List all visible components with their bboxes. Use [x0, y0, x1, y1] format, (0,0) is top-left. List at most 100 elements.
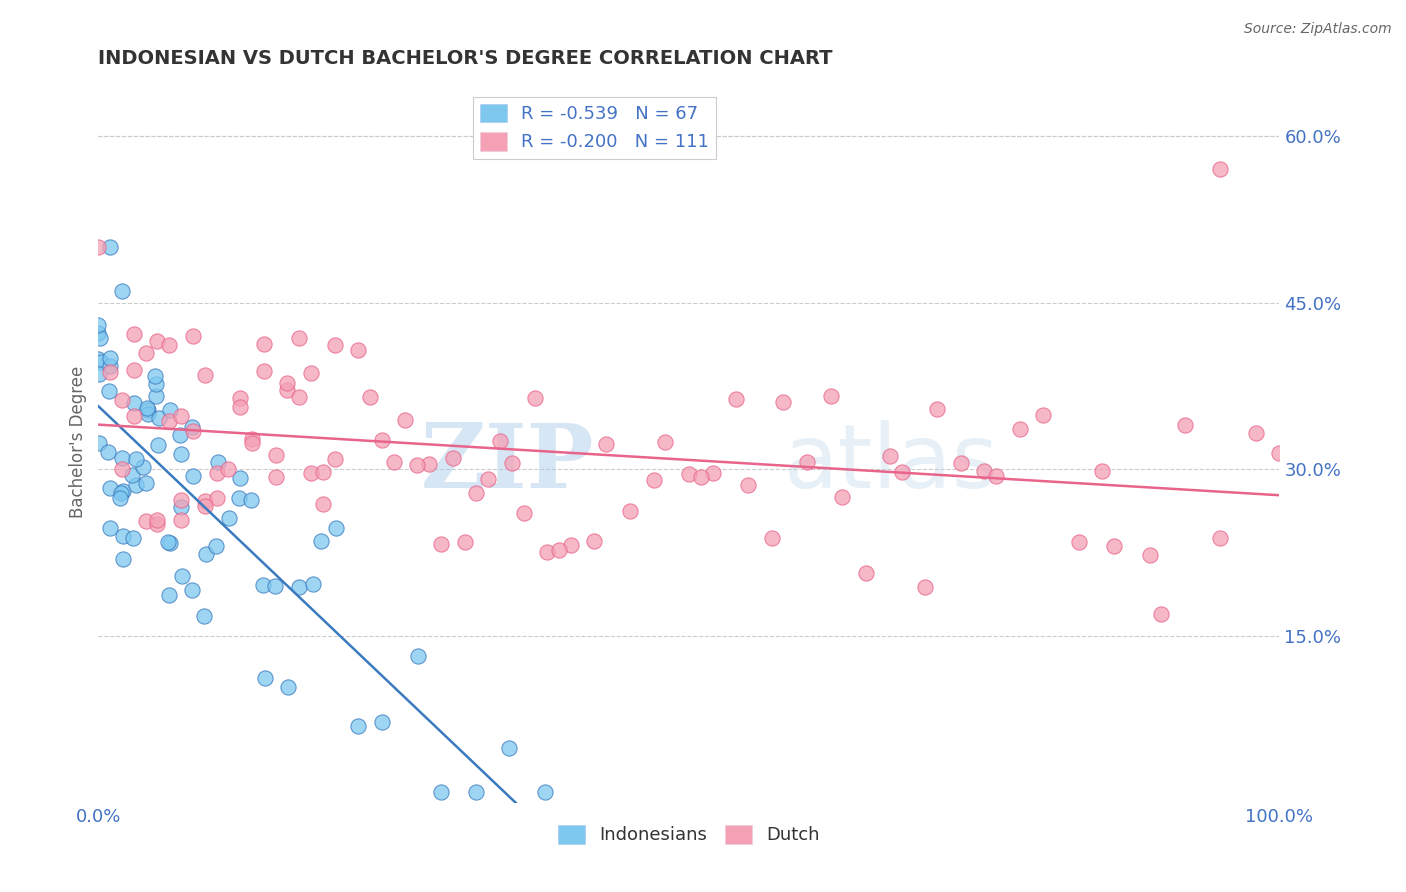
Point [135, 346, 157, 360]
Point [548, 542, 571, 557]
Point [98, 359, 121, 373]
Point [229, 391, 252, 405]
Point [136, 407, 159, 421]
Point [264, 470, 287, 484]
Point [170, 500, 193, 515]
Point [146, 334, 169, 348]
Point [761, 531, 783, 545]
Point [229, 471, 252, 485]
Point [855, 566, 877, 581]
Point [110, 486, 132, 500]
Point [430, 785, 453, 799]
Point [148, 411, 170, 425]
Point [111, 529, 134, 543]
Point [441, 451, 464, 466]
Point [87, 326, 110, 340]
Point [654, 434, 676, 449]
Point [1209, 532, 1232, 546]
Point [501, 456, 523, 470]
Point [125, 451, 148, 466]
Point [253, 364, 276, 378]
Point [205, 466, 228, 480]
Point [725, 392, 748, 406]
Point [737, 478, 759, 492]
Point [772, 394, 794, 409]
Point [87, 351, 110, 366]
Point [299, 366, 322, 380]
Point [371, 433, 394, 447]
Point [170, 447, 193, 461]
Point [1209, 162, 1232, 177]
Point [90, 355, 112, 369]
Point [796, 454, 818, 468]
Point [299, 466, 322, 480]
Point [288, 331, 311, 345]
Point [122, 326, 145, 341]
Point [87, 240, 110, 254]
Point [111, 285, 134, 299]
Point [1008, 422, 1031, 436]
Point [702, 466, 724, 480]
Point [195, 547, 218, 561]
Point [157, 588, 180, 602]
Point [98, 384, 121, 398]
Point [112, 483, 135, 498]
Point [207, 455, 229, 469]
Point [465, 486, 488, 500]
Point [323, 338, 346, 352]
Point [1102, 539, 1125, 553]
Point [394, 412, 416, 426]
Point [111, 393, 134, 408]
Point [97, 445, 120, 459]
Point [181, 329, 204, 343]
Point [276, 376, 298, 390]
Point [89, 367, 111, 381]
Point [217, 462, 239, 476]
Point [122, 362, 145, 376]
Point [146, 513, 169, 527]
Point [87, 318, 110, 332]
Point [820, 389, 842, 403]
Point [1150, 607, 1173, 621]
Point [159, 403, 181, 417]
Point [489, 434, 512, 448]
Point [145, 377, 167, 392]
Point [135, 401, 157, 416]
Text: ZIP: ZIP [420, 420, 595, 507]
Point [146, 517, 169, 532]
Point [1268, 446, 1291, 460]
Point [512, 506, 534, 520]
Point [135, 475, 157, 490]
Point [157, 414, 180, 428]
Point [253, 337, 276, 351]
Point [111, 462, 134, 476]
Point [121, 467, 143, 482]
Point [204, 539, 226, 553]
Point [619, 504, 641, 518]
Point [288, 580, 311, 594]
Point [121, 531, 143, 545]
Point [89, 436, 111, 450]
Point [218, 511, 240, 525]
Text: INDONESIAN VS DUTCH BACHELOR'S DEGREE CORRELATION CHART: INDONESIAN VS DUTCH BACHELOR'S DEGREE CO… [98, 48, 832, 68]
Point [418, 457, 440, 471]
Point [643, 473, 665, 487]
Point [108, 491, 131, 505]
Point [312, 466, 335, 480]
Point [264, 448, 287, 462]
Point [1139, 548, 1161, 562]
Point [277, 680, 299, 694]
Point [98, 481, 121, 495]
Point [157, 535, 180, 549]
Point [169, 428, 191, 442]
Point [382, 455, 405, 469]
Point [135, 514, 157, 528]
Point [1174, 417, 1197, 432]
Point [583, 533, 606, 548]
Point [240, 493, 263, 508]
Point [406, 649, 429, 664]
Point [170, 569, 193, 583]
Point [98, 365, 121, 379]
Point [125, 477, 148, 491]
Point [534, 785, 557, 799]
